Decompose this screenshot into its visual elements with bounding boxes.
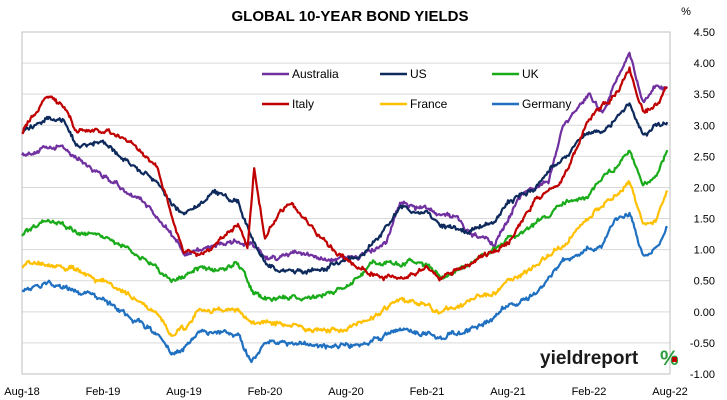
logo-accent-dot bbox=[672, 357, 677, 362]
legend-label: US bbox=[410, 67, 427, 81]
chart-title: GLOBAL 10-YEAR BOND YIELDS bbox=[232, 8, 469, 25]
series-line-uk bbox=[21, 149, 669, 303]
legend-label: Italy bbox=[292, 97, 314, 111]
series-line-us bbox=[21, 102, 669, 275]
y-tick-label: 1.50 bbox=[694, 214, 715, 226]
logo-percent-mark: % bbox=[660, 347, 679, 370]
x-tick-label: Aug-20 bbox=[328, 386, 363, 398]
series-line-germany bbox=[21, 211, 669, 364]
yieldreport-logo: yieldreport % bbox=[540, 347, 679, 370]
x-tick-label: Aug-21 bbox=[490, 386, 525, 398]
series-line-italy bbox=[21, 66, 668, 282]
y-tick-label: 3.00 bbox=[694, 120, 715, 132]
series-lines bbox=[21, 51, 669, 364]
legend-label: Australia bbox=[292, 67, 339, 81]
y-tick-label: 3.50 bbox=[694, 89, 715, 101]
x-axis-ticks: Aug-18 Feb-19 Aug-19 Feb-20 Aug-20 Feb-21 Aug-… bbox=[4, 386, 687, 398]
y-axis-unit-label: % bbox=[681, 6, 691, 18]
y-tick-label: 4.00 bbox=[694, 58, 715, 70]
x-tick-label: Aug-22 bbox=[652, 386, 687, 398]
y-tick-label: 2.50 bbox=[694, 151, 715, 163]
y-tick-label: 2.00 bbox=[694, 182, 715, 194]
y-axis-ticks: 4.50 4.00 3.50 3.00 2.50 2.00 1.50 1.00 0.50 0.00… bbox=[690, 27, 715, 381]
y-tick-label: 4.50 bbox=[694, 27, 715, 39]
series-line-france bbox=[21, 180, 669, 337]
legend-label: UK bbox=[522, 67, 539, 81]
legend: Australia US UK Italy France Germany bbox=[262, 67, 571, 111]
x-tick-label: Aug-19 bbox=[166, 386, 201, 398]
plot-area-border bbox=[21, 31, 671, 375]
y-tick-label: 1.00 bbox=[694, 245, 715, 257]
y-tick-label: 0.50 bbox=[694, 276, 715, 288]
legend-label: France bbox=[410, 97, 448, 111]
x-tick-label: Feb-21 bbox=[410, 386, 445, 398]
x-tick-label: Feb-19 bbox=[86, 386, 121, 398]
logo-wordmark: yieldreport bbox=[540, 348, 639, 369]
y-tick-label: -0.50 bbox=[690, 338, 715, 350]
y-tick-label: 0.00 bbox=[694, 307, 715, 319]
legend-label: Germany bbox=[522, 97, 571, 111]
x-tick-label: Feb-22 bbox=[572, 386, 607, 398]
x-tick-label: Feb-20 bbox=[248, 386, 283, 398]
y-tick-label: -1.00 bbox=[690, 369, 715, 381]
x-tick-label: Aug-18 bbox=[4, 386, 39, 398]
